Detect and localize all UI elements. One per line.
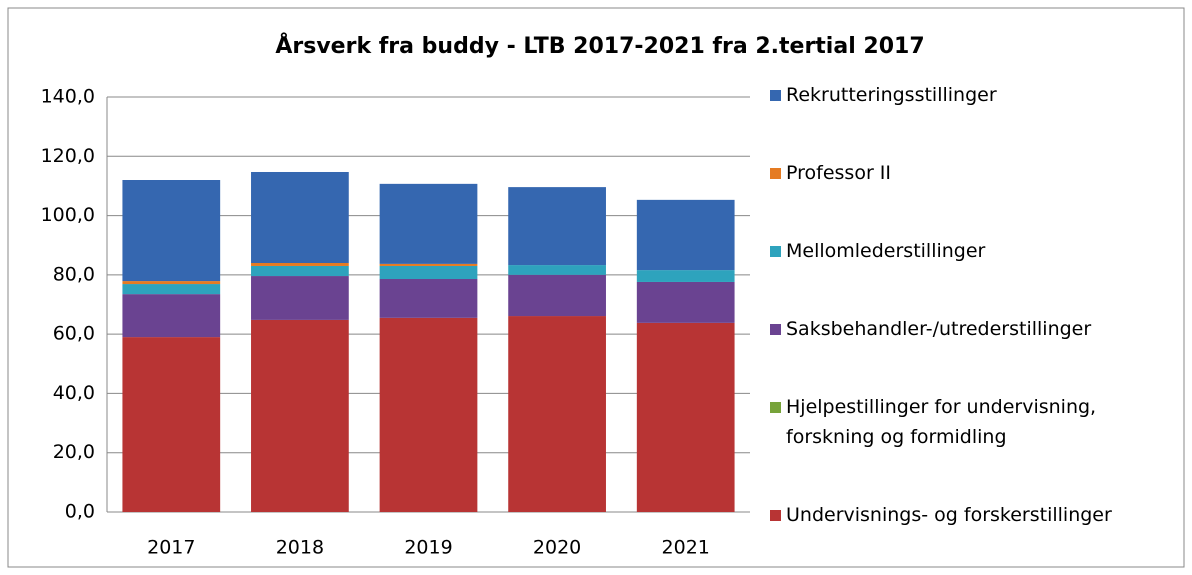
bar-segment bbox=[508, 187, 606, 266]
legend-swatch bbox=[770, 168, 781, 179]
bar-segment bbox=[508, 274, 606, 317]
bar-segment bbox=[379, 263, 478, 266]
legend-label: Saksbehandler-/utrederstillinger bbox=[786, 318, 1092, 340]
bar-segment bbox=[508, 265, 606, 275]
x-tick-label: 2019 bbox=[404, 537, 452, 559]
x-tick-label: 2021 bbox=[662, 537, 710, 559]
legend-item: Undervisnings- og forskerstillinger bbox=[770, 500, 1180, 530]
legend-swatch bbox=[770, 324, 781, 335]
bar-segment bbox=[379, 265, 478, 280]
legend-item: Professor II bbox=[770, 158, 1180, 188]
y-tick-label: 100,0 bbox=[41, 204, 95, 226]
bar-segment bbox=[636, 322, 735, 512]
legend-swatch bbox=[770, 510, 781, 521]
bar-segment bbox=[379, 183, 478, 264]
legend-label: Rekrutteringsstillinger bbox=[786, 84, 997, 106]
legend-item: Rekrutteringsstillinger bbox=[770, 80, 1180, 110]
y-tick-label: 20,0 bbox=[53, 441, 95, 463]
x-tick-label: 2020 bbox=[533, 537, 581, 559]
bar-segment bbox=[122, 281, 221, 285]
bar-segment bbox=[251, 171, 349, 263]
bar-segment bbox=[379, 279, 478, 318]
bar-segment bbox=[251, 265, 349, 277]
y-tick-label: 60,0 bbox=[53, 323, 95, 345]
bar-segment bbox=[508, 316, 606, 512]
legend-swatch bbox=[770, 246, 781, 257]
bar-segment bbox=[251, 276, 349, 320]
bar-segment bbox=[122, 284, 221, 295]
bar-segment bbox=[122, 180, 221, 282]
chart-title: Årsverk fra buddy - LTB 2017-2021 fra 2.… bbox=[275, 33, 924, 59]
legend-label: Hjelpestillinger for undervisning, forsk… bbox=[786, 396, 1097, 448]
bar-segment bbox=[251, 319, 349, 512]
legend-item: Hjelpestillinger for undervisning, forsk… bbox=[770, 392, 1180, 452]
bar-segment bbox=[379, 317, 478, 512]
legend-item: Mellomlederstillinger bbox=[770, 236, 1180, 266]
y-tick-label: 40,0 bbox=[53, 382, 95, 404]
bar-segment bbox=[122, 337, 221, 512]
legend-label: Mellomlederstillinger bbox=[786, 240, 986, 262]
bar-segment bbox=[636, 281, 735, 323]
y-tick-label: 80,0 bbox=[53, 263, 95, 285]
legend-item: Saksbehandler-/utrederstillinger bbox=[770, 314, 1180, 344]
y-tick-label: 0,0 bbox=[65, 501, 95, 523]
legend-swatch bbox=[770, 90, 781, 101]
bar-segment bbox=[636, 199, 735, 271]
bar-segment bbox=[122, 294, 221, 338]
legend-swatch bbox=[770, 402, 781, 413]
bar-segment bbox=[251, 263, 349, 266]
y-tick-label: 120,0 bbox=[41, 145, 95, 167]
legend: Rekrutteringsstillinger Professor II Mello… bbox=[770, 80, 1180, 530]
x-tick-label: 2017 bbox=[147, 537, 195, 559]
bar-segment bbox=[636, 270, 735, 282]
legend-label: Undervisnings- og forskerstillinger bbox=[786, 504, 1112, 526]
y-tick-label: 140,0 bbox=[41, 86, 95, 108]
legend-label: Professor II bbox=[786, 162, 892, 184]
x-tick-label: 2018 bbox=[276, 537, 324, 559]
